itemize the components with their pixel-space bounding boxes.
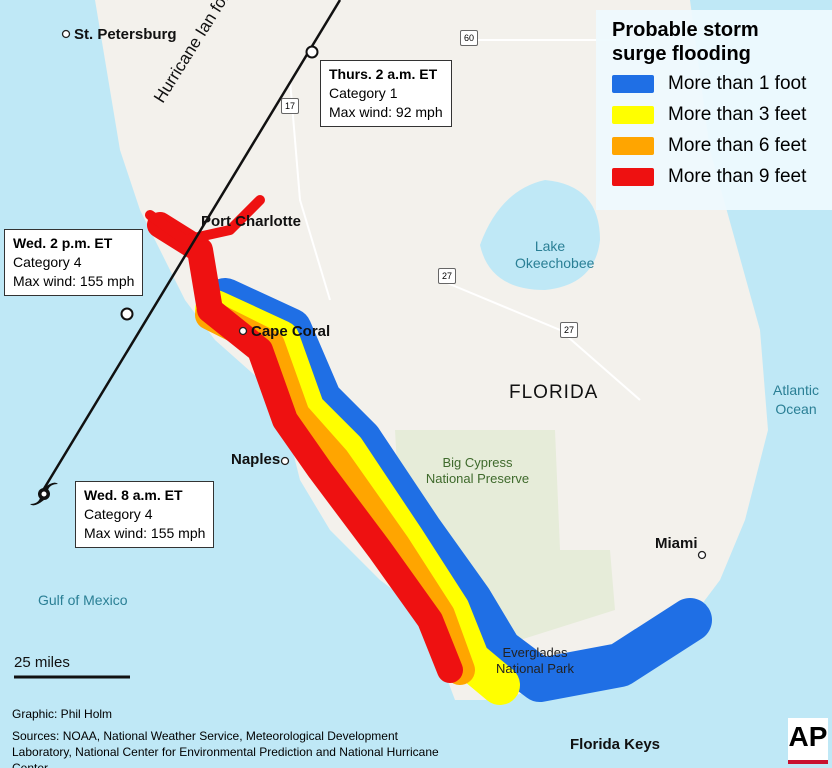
state-label: FLORIDA <box>509 382 599 403</box>
callout-category: Category 4 <box>13 254 82 270</box>
callout-wed-2pm: Wed. 2 p.m. ET Category 4 Max wind: 155 … <box>4 229 144 296</box>
legend: Probable storm surge flooding More than … <box>596 10 832 210</box>
city-st-petersburg: St. Petersburg <box>74 26 177 43</box>
callout-category: Category 4 <box>84 506 153 522</box>
legend-swatch <box>612 168 654 186</box>
lake-label: Lake Okeechobee <box>515 238 595 271</box>
city-naples: Naples <box>231 451 281 468</box>
legend-label: More than 9 feet <box>668 166 807 187</box>
legend-label: More than 3 feet <box>668 104 807 125</box>
legend-item: More than 3 feet <box>612 103 832 127</box>
region-florida-keys: Florida Keys <box>570 736 661 753</box>
surge-port-charlotte <box>145 195 265 245</box>
big-cypress-label: Big Cypress National Preserve <box>425 455 530 486</box>
legend-label: More than 6 feet <box>668 135 807 156</box>
track-point-thurs <box>305 45 319 59</box>
callout-wed-8am: Wed. 8 a.m. ET Category 4 Max wind: 155 … <box>75 481 215 548</box>
lake-okeechobee <box>480 180 600 290</box>
big-cypress-area <box>395 430 615 640</box>
city-miami: Miami <box>655 535 698 552</box>
callout-time: Thurs. 2 a.m. ET <box>329 66 438 82</box>
legend-swatch <box>612 106 654 124</box>
forecast-track-line <box>40 0 342 493</box>
city-cape-coral: Cape Coral <box>251 323 331 340</box>
callout-wind: Max wind: 92 mph <box>329 104 443 120</box>
callout-thurs-2am: Thurs. 2 a.m. ET Category 1 Max wind: 92… <box>320 60 452 127</box>
highway-60-shield: 60 <box>460 30 478 46</box>
legend-item: More than 1 foot <box>612 72 832 96</box>
atlantic-label: Atlantic Ocean <box>773 382 819 417</box>
scale-label: 25 miles <box>14 654 70 671</box>
legend-item: More than 6 feet <box>612 134 832 158</box>
track-point-wed-2pm <box>120 307 134 321</box>
graphic-credit: Graphic: Phil Holm <box>12 707 113 721</box>
legend-item: More than 9 feet <box>612 165 832 189</box>
ap-logo: AP <box>788 718 828 764</box>
highway-27-shield: 27 <box>438 268 456 284</box>
everglades-label: Everglades National Park <box>495 645 575 676</box>
legend-title: Probable storm surge flooding <box>612 19 759 65</box>
hurricane-icon <box>30 482 58 506</box>
surge-band-9ft <box>147 212 463 683</box>
sources-credit: Sources: NOAA, National Weather Service,… <box>12 729 439 768</box>
callout-time: Wed. 2 p.m. ET <box>13 235 113 251</box>
legend-label: More than 1 foot <box>668 73 807 94</box>
credits: Graphic: Phil Holm Sources: NOAA, Nation… <box>12 706 442 768</box>
highway-17-shield: 17 <box>281 98 299 114</box>
city-dots <box>61 29 707 560</box>
surge-bands <box>145 195 712 705</box>
city-port-charlotte: Port Charlotte <box>201 213 302 230</box>
gulf-label: Gulf of Mexico <box>38 592 128 608</box>
legend-swatch <box>612 137 654 155</box>
callout-wind: Max wind: 155 mph <box>13 273 135 289</box>
callout-category: Category 1 <box>329 85 398 101</box>
legend-swatch <box>612 75 654 93</box>
callout-wind: Max wind: 155 mph <box>84 525 206 541</box>
highway-27-shield-2: 27 <box>560 322 578 338</box>
callout-time: Wed. 8 a.m. ET <box>84 487 183 503</box>
